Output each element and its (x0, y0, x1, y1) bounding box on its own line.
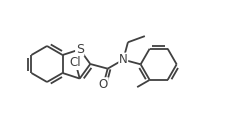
Text: O: O (99, 78, 108, 91)
Text: S: S (76, 43, 84, 56)
Text: N: N (119, 53, 128, 66)
Text: Cl: Cl (70, 56, 81, 69)
